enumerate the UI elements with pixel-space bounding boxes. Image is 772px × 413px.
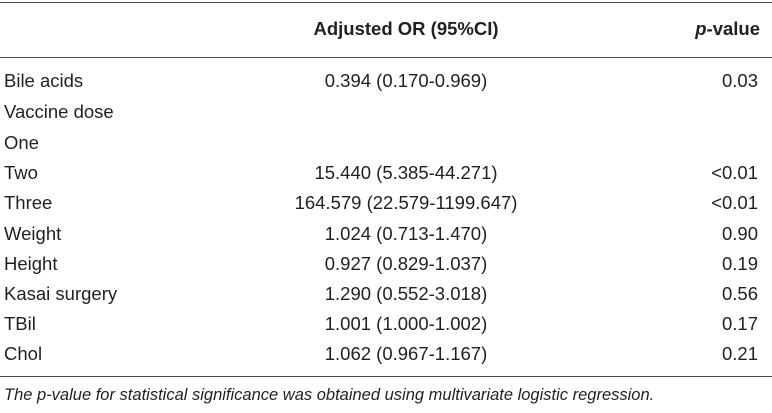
row-p: 0.21 [721, 343, 758, 364]
row-label: Bile acids [4, 70, 84, 91]
row-or: 1.024 (0.713-1.470) [324, 223, 488, 244]
row-or: 0.394 (0.170-0.969) [324, 70, 488, 91]
row-label: TBil [4, 313, 36, 334]
row-or [256, 97, 556, 127]
row-label: One [4, 132, 39, 153]
row-label: Two [4, 162, 38, 183]
row-p: <0.01 [711, 192, 758, 213]
row-p: 0.56 [721, 283, 758, 304]
row-p: 0.17 [721, 313, 758, 334]
row-p: 0.03 [721, 70, 758, 91]
row-or: 1.001 (1.000-1.002) [324, 313, 488, 334]
row-or: 164.579 (22.579-1199.647) [294, 192, 518, 213]
row-or: 0.927 (0.829-1.037) [324, 253, 488, 274]
table-footnote: The p-value for statistical significance… [4, 386, 655, 404]
row-label: Chol [4, 343, 43, 364]
row-label: Three [4, 192, 53, 213]
row-label: Kasai surgery [4, 283, 118, 304]
row-or: 1.062 (0.967-1.167) [324, 343, 488, 364]
row-label: Height [4, 253, 58, 274]
row-label: Weight [4, 223, 62, 244]
row-p: 0.19 [721, 253, 758, 274]
row-or: 15.440 (5.385-44.271) [314, 162, 498, 183]
top-rule [0, 2, 772, 3]
header-p-value: p-value [695, 14, 760, 44]
row-p: 0.90 [721, 223, 758, 244]
header-p-italic: p [695, 18, 707, 39]
header-rule [0, 57, 772, 58]
row-or [256, 128, 556, 158]
row-label: Vaccine dose [4, 101, 114, 122]
row-or: 1.290 (0.552-3.018) [324, 283, 488, 304]
header-p-rest: -value [706, 18, 760, 39]
bottom-rule [0, 376, 772, 377]
row-p: <0.01 [711, 162, 758, 183]
header-adjusted-or: Adjusted OR (95%CI) [313, 18, 499, 39]
